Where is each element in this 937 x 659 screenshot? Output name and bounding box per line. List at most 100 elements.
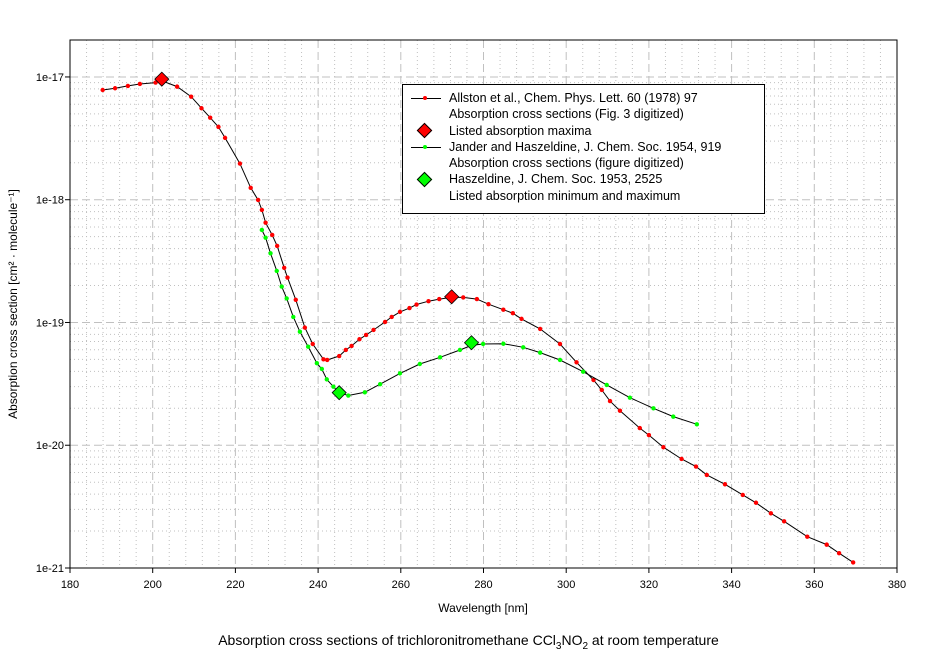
data-point [216,124,221,130]
data-point [100,87,105,93]
data-point [740,492,745,498]
legend-item-allston: Allston et al., Chem. Phys. Lett. 60 (19… [403,90,764,106]
data-point [836,550,842,556]
data-point [259,207,265,213]
data-point [336,353,342,359]
y-tick-label: 1e-21 [36,563,64,575]
title-sub-3: 3 [555,640,562,652]
legend-item-allston-sub: Absorption cross sections (Fig. 3 digiti… [403,106,764,122]
data-point [519,316,524,322]
data-point [646,432,652,438]
data-point [362,390,368,395]
legend-spacer [403,106,449,122]
chart-title: Absorption cross sections of trichloroni… [0,632,937,652]
data-point [270,232,275,238]
data-point [414,302,419,307]
x-tick-label: 320 [640,579,658,591]
data-point [279,284,284,289]
data-point [604,382,609,388]
data-point [371,327,376,333]
y-tick-label: 1e-19 [36,317,64,329]
data-point [537,326,543,332]
data-point [461,295,466,300]
data-point [293,297,298,303]
diamond-marker [444,289,460,305]
data-point [263,220,268,225]
data-point [349,343,354,349]
legend-spacer [403,188,449,204]
data-point [694,422,700,427]
y-tick-label: 1e-18 [36,195,64,207]
data-point [263,235,268,240]
series-layer [100,71,856,565]
data-point [248,185,253,191]
title-sub-2: 2 [582,640,589,652]
legend-label: Jander and Haszeldine, J. Chem. Soc. 195… [449,139,722,154]
diamond-green-icon [403,171,449,188]
legend-label: Haszeldine, J. Chem. Soc. 1953, 2525 [449,172,663,187]
diamond-marker [154,71,170,87]
data-point [722,482,728,487]
legend-item-haszeldine-sub: Listed absorption minimum and maximum [403,188,764,204]
data-point [284,296,289,301]
data-point [501,307,506,312]
data-point [537,350,543,355]
data-point [291,314,296,320]
y-axis-label: Absorption cross section [cm² · molecule… [6,189,20,419]
data-point [607,398,613,404]
data-point [319,366,325,372]
diamond-marker [331,385,347,401]
series-line-0 [102,80,854,563]
x-tick-label: 360 [805,579,823,591]
data-point [188,94,194,99]
data-point [274,268,279,274]
data-point [389,314,394,320]
legend-spacer [403,155,449,171]
data-point [486,301,491,307]
data-point [480,341,486,347]
data-point [207,115,213,120]
x-tick-label: 240 [309,579,327,591]
legend-label: Allston et al., Chem. Phys. Lett. 60 (19… [449,91,698,105]
data-point [805,534,810,539]
legend-item-haszeldine: Haszeldine, J. Chem. Soc. 1953, 2525 [403,171,764,187]
data-point [617,408,623,413]
title-prefix: Absorption cross sections of trichloroni… [218,632,556,648]
legend-label: Listed absorption maxima [449,123,592,138]
data-point [557,357,563,363]
y-tick-label: 1e-17 [36,72,64,84]
legend-item-maxima: Listed absorption maxima [403,122,764,139]
legend: Allston et al., Chem. Phys. Lett. 60 (19… [402,84,765,214]
axis-ticks: 180 200 220 240 260 280 300 320 340 360 380 1e-17 1e… [36,72,906,591]
data-point [125,83,131,89]
data-point [557,341,563,347]
legend-label: Listed absorption minimum and maximum [449,188,681,203]
data-point [199,106,204,111]
data-point [591,377,596,383]
data-point [357,337,362,342]
data-point [651,406,656,411]
legend-label: Absorption cross sections (figure digiti… [449,156,684,171]
legend-item-jander-sub: Absorption cross sections (figure digiti… [403,155,764,171]
data-point [627,395,633,400]
data-point [520,345,526,350]
data-point [281,265,287,270]
data-point [331,384,336,389]
data-point [310,341,315,347]
data-point [637,425,643,431]
data-point [753,500,759,505]
data-point [501,341,506,346]
data-point [112,86,118,91]
data-point [382,319,388,325]
data-point [679,456,684,462]
data-point [363,332,369,338]
diamond-red-icon [403,122,449,139]
x-tick-label: 280 [474,579,492,591]
data-point [510,311,516,316]
data-point [704,472,709,478]
data-point [768,511,774,516]
data-point [346,393,351,398]
x-tick-label: 340 [722,579,740,591]
data-point [457,347,463,353]
